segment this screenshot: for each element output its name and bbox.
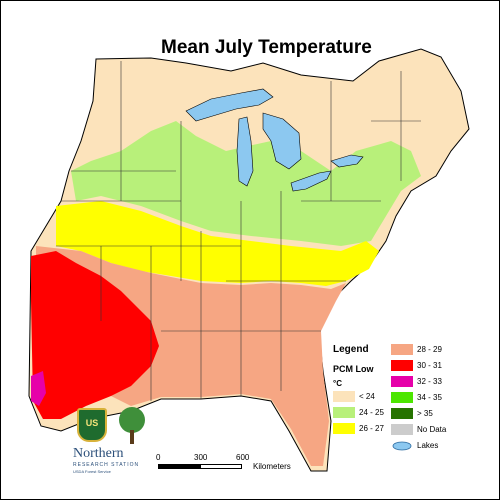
region-30-31 bbox=[31, 251, 159, 419]
legend-swatch bbox=[391, 360, 413, 371]
scale-tick: 0 bbox=[156, 453, 161, 462]
legend-subtitle: PCM Low bbox=[333, 364, 374, 374]
map-legend: Legend PCM Low °C < 24 24 - 25 26 - 27 2… bbox=[331, 344, 496, 459]
region-26-27 bbox=[56, 201, 379, 286]
lake-michigan bbox=[236, 116, 254, 187]
scale-tick: 600 bbox=[236, 453, 250, 462]
legend-item: 28 - 29 bbox=[391, 344, 442, 355]
legend-item: Lakes bbox=[391, 440, 438, 451]
scale-tick: 300 bbox=[194, 453, 208, 462]
legend-item: 26 - 27 bbox=[333, 423, 384, 434]
legend-swatch bbox=[391, 408, 413, 419]
legend-swatch bbox=[333, 423, 355, 434]
legend-item: 30 - 31 bbox=[391, 360, 442, 371]
scale-unit: Kilometers bbox=[253, 462, 291, 471]
agency-logos: US Northern RESEARCH STATION USDA Forest… bbox=[73, 406, 163, 486]
lake-huron bbox=[262, 112, 302, 170]
legend-swatch bbox=[391, 424, 413, 435]
legend-item: No Data bbox=[391, 424, 446, 435]
legend-swatch bbox=[391, 344, 413, 355]
legend-title: Legend bbox=[333, 344, 369, 355]
map-title: Mean July Temperature bbox=[161, 37, 372, 58]
legend-swatch bbox=[333, 407, 355, 418]
legend-item: 32 - 33 bbox=[391, 376, 442, 387]
brand-name: Northern bbox=[73, 446, 124, 461]
brand-subname: RESEARCH STATION bbox=[73, 462, 140, 468]
lake-ontario bbox=[330, 154, 364, 168]
tree-icon bbox=[119, 407, 145, 444]
state-borders bbox=[56, 61, 421, 401]
scale-segment bbox=[158, 464, 200, 469]
legend-item: 24 - 25 bbox=[333, 407, 384, 418]
legend-unit: °C bbox=[333, 379, 342, 388]
legend-swatch bbox=[391, 392, 413, 403]
brand-agency: USDA Forest Service bbox=[73, 469, 111, 474]
legend-item: > 35 bbox=[391, 408, 433, 419]
legend-item: < 24 bbox=[333, 391, 375, 402]
lake-superior bbox=[185, 88, 274, 122]
forest-service-shield-icon: US bbox=[77, 408, 107, 442]
region-32-33 bbox=[31, 371, 46, 406]
legend-swatch bbox=[391, 376, 413, 387]
lake-erie bbox=[290, 170, 332, 192]
legend-swatch bbox=[333, 391, 355, 402]
scale-segment bbox=[200, 464, 242, 469]
legend-item: 34 - 35 bbox=[391, 392, 442, 403]
scale-bar: 0 300 600 Kilometers bbox=[156, 453, 296, 479]
lake-swatch-icon bbox=[392, 441, 412, 451]
